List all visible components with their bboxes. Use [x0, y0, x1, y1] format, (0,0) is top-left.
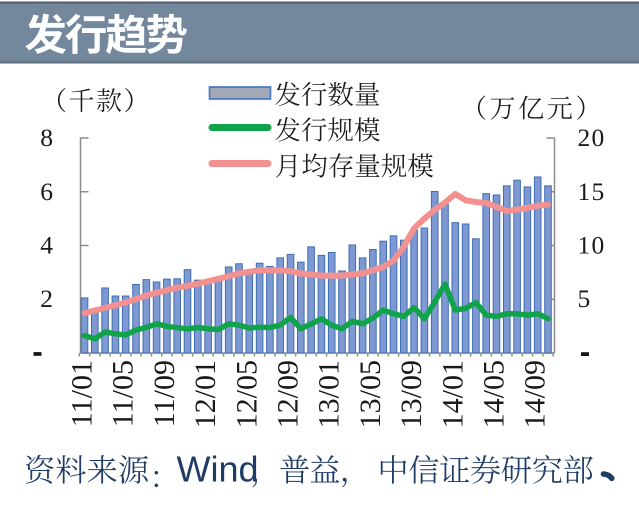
- svg-text:12/01: 12/01: [189, 360, 222, 428]
- svg-text:11/05: 11/05: [107, 360, 140, 427]
- svg-text:11/09: 11/09: [148, 360, 181, 427]
- svg-text:13/01: 13/01: [313, 360, 346, 428]
- svg-text:13/05: 13/05: [354, 360, 387, 428]
- svg-text:20: 20: [578, 123, 606, 152]
- svg-text:15: 15: [578, 177, 606, 206]
- svg-text:5: 5: [578, 284, 592, 313]
- svg-text:Wind: Wind: [177, 448, 259, 489]
- svg-text:12/09: 12/09: [272, 360, 305, 428]
- svg-text:13/09: 13/09: [395, 360, 428, 428]
- svg-text:14/05: 14/05: [478, 360, 511, 428]
- svg-text:10: 10: [578, 231, 606, 260]
- svg-text:11/01: 11/01: [66, 360, 99, 427]
- svg-text:4: 4: [40, 231, 53, 260]
- svg-text:8: 8: [40, 123, 53, 152]
- svg-text:6: 6: [40, 177, 53, 206]
- svg-text:2: 2: [40, 284, 53, 313]
- svg-text:14/01: 14/01: [436, 360, 469, 428]
- svg-text:14/09: 14/09: [519, 360, 552, 428]
- svg-text:12/05: 12/05: [230, 360, 263, 428]
